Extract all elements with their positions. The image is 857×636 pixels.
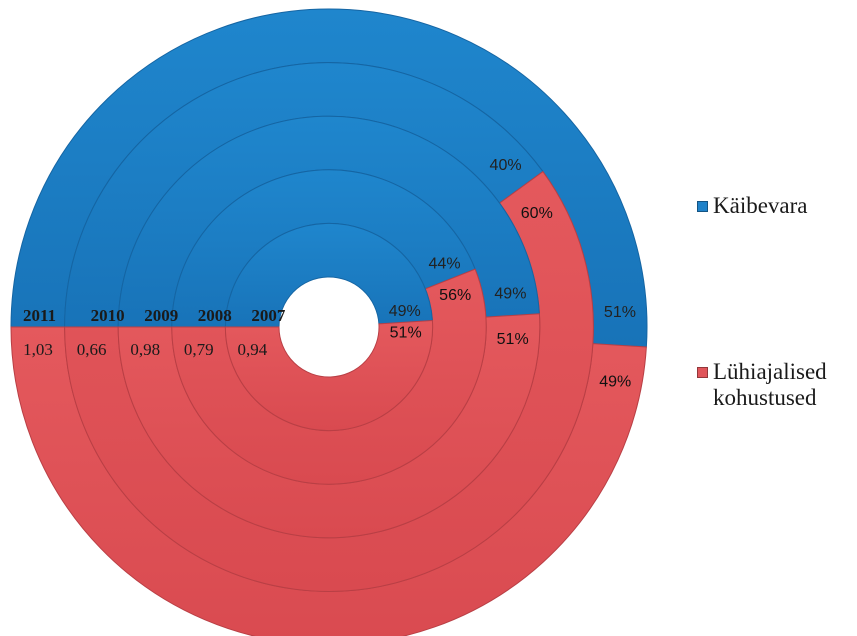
legend-item-kaibevara: Käibevara	[697, 193, 808, 219]
year-label-2007: 2007	[251, 306, 286, 325]
ratio-label-2008: 0,79	[184, 340, 214, 359]
data-label-luhiajalised-2010: 60%	[521, 205, 553, 222]
data-label-kaibevara-2009: 49%	[494, 285, 526, 302]
ring-labels: 51% 49% 2011 1,03 40% 60% 2010 0,66 49% 51% 2009 0,…	[23, 157, 636, 391]
ratio-label-2011: 1,03	[23, 340, 53, 359]
legend-label: Lühiajalised kohustused	[713, 359, 827, 410]
data-label-luhiajalised-2009: 51%	[497, 331, 529, 348]
ring-slices	[10, 8, 648, 636]
legend-swatch-blue	[697, 201, 708, 212]
data-label-kaibevara-2011: 51%	[604, 304, 636, 321]
legend-item-luhiajalised-kohustused: Lühiajalised kohustused	[697, 359, 827, 411]
data-label-luhiajalised-2008: 56%	[439, 287, 471, 304]
data-label-kaibevara-2010: 40%	[490, 157, 522, 174]
slice-luhiajalised-kohustused-2007	[224, 319, 434, 432]
data-label-luhiajalised-2007: 51%	[390, 325, 422, 342]
year-label-2008: 2008	[198, 306, 232, 325]
year-label-2010: 2010	[91, 306, 125, 325]
ratio-label-2009: 0,98	[130, 340, 160, 359]
year-label-2011: 2011	[23, 306, 56, 325]
ratio-label-2007: 0,94	[238, 340, 268, 359]
ratio-label-2010: 0,66	[77, 340, 107, 359]
legend-label: Käibevara	[713, 193, 808, 218]
data-label-kaibevara-2007: 49%	[389, 303, 421, 320]
data-label-luhiajalised-2011: 49%	[599, 374, 631, 391]
legend-swatch-red	[697, 367, 708, 378]
data-label-kaibevara-2008: 44%	[429, 256, 461, 273]
slice-kaibevara-2007	[224, 222, 433, 328]
year-label-2009: 2009	[144, 306, 178, 325]
